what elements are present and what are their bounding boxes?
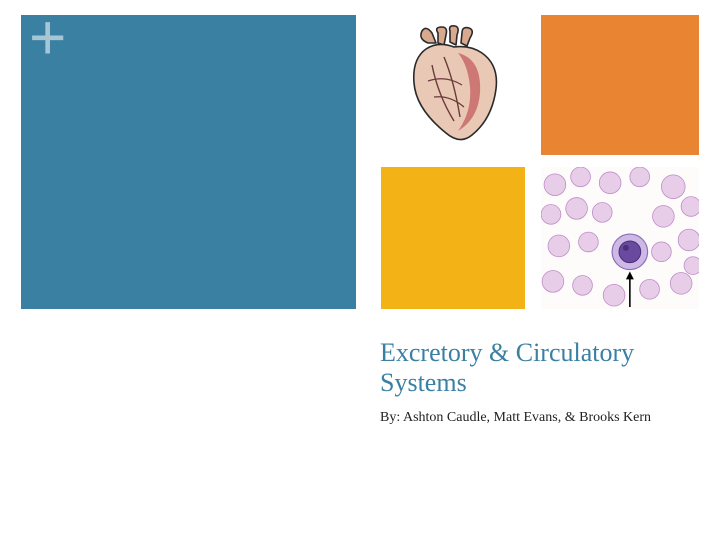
slide-subtitle: By: Ashton Caudle, Matt Evans, & Brooks … [380, 410, 700, 426]
blood-cells-icon [541, 167, 699, 309]
blue-tile: + [20, 14, 357, 310]
anatomical-heart-icon [398, 25, 508, 145]
orange-tile [540, 14, 700, 156]
slide: + [0, 0, 720, 540]
slide-title: Excretory & Circulatory Systems [380, 338, 700, 398]
yellow-tile [380, 166, 526, 310]
heart-tile [380, 14, 526, 156]
tile-grid: + [20, 14, 700, 312]
cells-tile [540, 166, 700, 310]
plus-icon: + [29, 5, 66, 69]
title-block: Excretory & Circulatory Systems By: Asht… [380, 338, 700, 426]
